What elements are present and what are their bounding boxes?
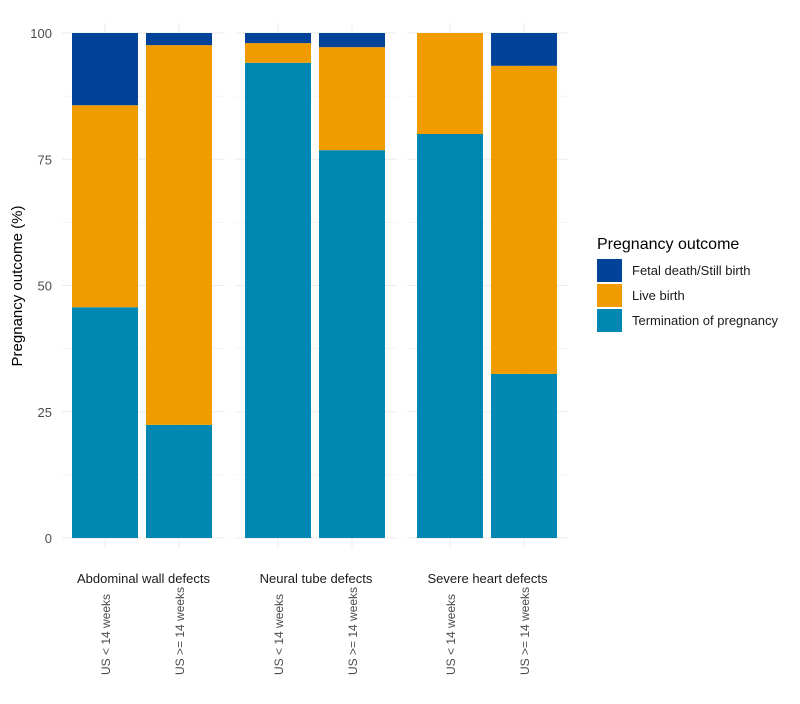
bar-segment [491, 373, 557, 538]
y-tick-label: 0 [45, 531, 52, 546]
x-tick-label: US >= 14 weeks [518, 587, 532, 675]
x-tick-label: US < 14 weeks [99, 594, 113, 675]
x-tick-label: US < 14 weeks [444, 594, 458, 675]
legend-swatch [597, 309, 622, 332]
bar-segment [146, 33, 212, 46]
bar-segment [319, 150, 385, 538]
bar-segment [417, 134, 483, 538]
bar-segment [319, 47, 385, 151]
bar-segment [72, 33, 138, 106]
bar-segment [245, 62, 311, 539]
y-tick-label: 75 [38, 152, 52, 167]
legend-label: Fetal death/Still birth [632, 263, 751, 278]
facet-label: Neural tube defects [260, 571, 373, 586]
bar-segment [491, 65, 557, 374]
y-axis-label: Pregnancy outcome (%) [9, 206, 26, 367]
bar-segment [417, 33, 483, 134]
x-tick-label: US >= 14 weeks [173, 587, 187, 675]
bar-segment [146, 45, 212, 425]
bar-segment [72, 307, 138, 538]
bar-segment [319, 33, 385, 48]
x-tick-label: US < 14 weeks [272, 594, 286, 675]
bar-segment [245, 43, 311, 63]
legend-title: Pregnancy outcome [597, 236, 739, 253]
x-tick-label: US >= 14 weeks [346, 587, 360, 675]
y-tick-label: 100 [30, 26, 52, 41]
facet-label: Abdominal wall defects [77, 571, 210, 586]
y-tick-label: 50 [38, 279, 52, 294]
legend-label: Termination of pregnancy [632, 313, 778, 328]
bar-segment [146, 424, 212, 538]
facet-label: Severe heart defects [428, 571, 548, 586]
y-tick-label: 25 [38, 405, 52, 420]
legend-swatch [597, 284, 622, 307]
bar-segment [245, 33, 311, 44]
legend-label: Live birth [632, 288, 685, 303]
bar-segment [491, 33, 557, 66]
legend-swatch [597, 259, 622, 282]
bar-segment [72, 105, 138, 308]
